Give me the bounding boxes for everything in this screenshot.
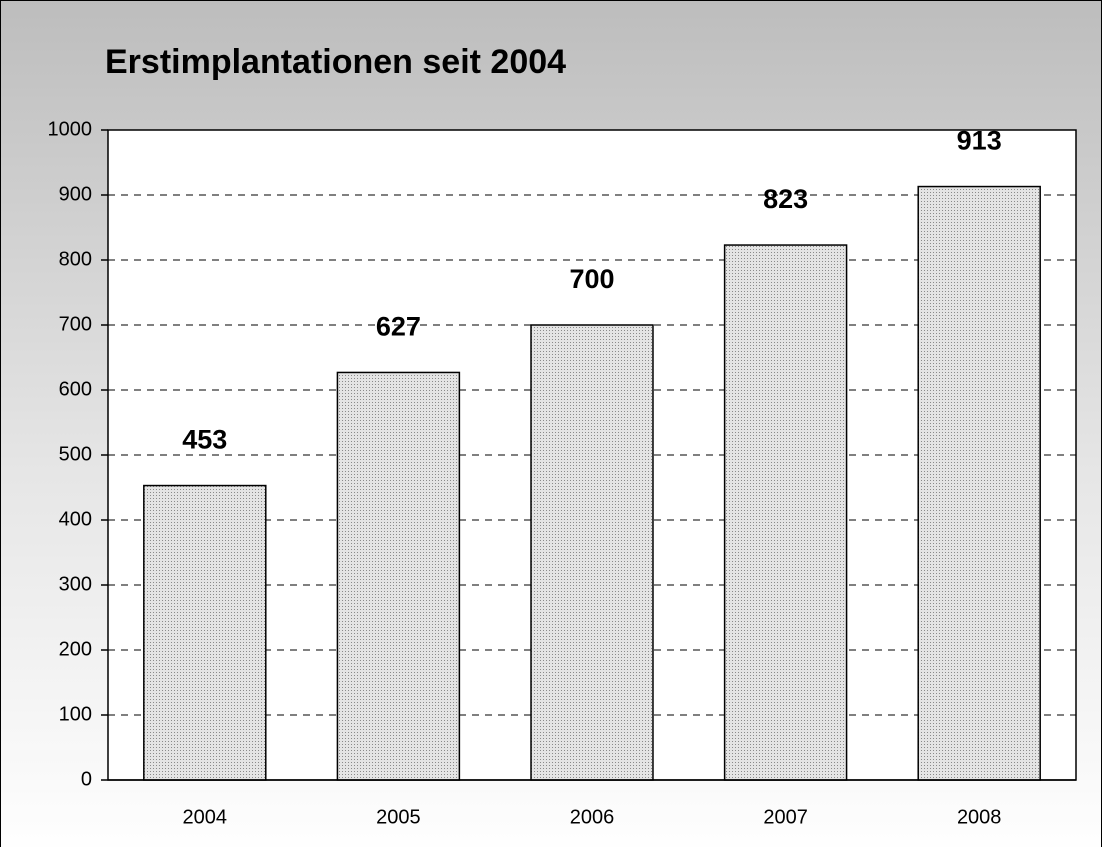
y-tick-label: 600 — [59, 378, 92, 400]
x-tick-label: 2007 — [763, 806, 808, 828]
bar — [917, 185, 1041, 781]
value-label: 700 — [569, 264, 614, 294]
y-tick-label: 800 — [59, 248, 92, 270]
value-label: 823 — [763, 184, 808, 214]
y-tick-label: 500 — [59, 443, 92, 465]
x-tick-label: 2008 — [957, 806, 1002, 828]
y-tick-label: 300 — [59, 573, 92, 595]
value-label: 627 — [376, 312, 421, 342]
y-tick-label: 700 — [59, 313, 92, 335]
bar — [530, 324, 654, 781]
value-label: 913 — [957, 126, 1002, 156]
bar — [723, 244, 848, 781]
y-tick-label: 1000 — [48, 118, 93, 140]
value-label: 453 — [182, 425, 227, 455]
chart-title: Erstimplantationen seit 2004 — [105, 43, 566, 81]
y-tick-label: 900 — [59, 183, 92, 205]
bar — [143, 484, 267, 781]
y-tick-label: 400 — [59, 508, 92, 530]
y-tick-label: 200 — [59, 638, 92, 660]
x-tick-label: 2004 — [183, 806, 228, 828]
x-tick-label: 2006 — [570, 806, 615, 828]
bar — [336, 371, 461, 781]
y-tick-label: 100 — [59, 703, 92, 725]
x-tick-label: 2005 — [376, 806, 421, 828]
y-tick-label: 0 — [81, 768, 92, 790]
